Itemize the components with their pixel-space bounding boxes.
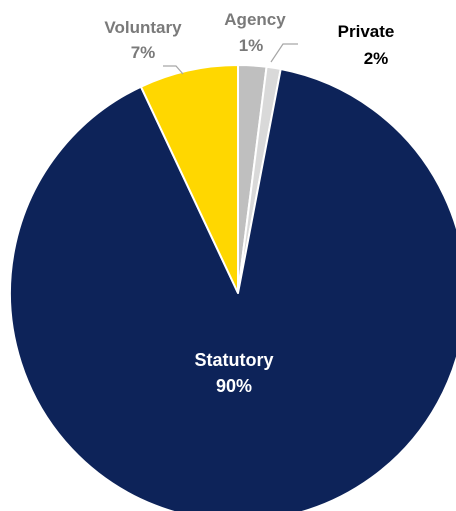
slice-label-statutory-name: Statutory [194, 350, 273, 370]
slice-label-private-name: Private [338, 22, 395, 41]
pie-slices [9, 64, 456, 511]
slice-label-voluntary-name: Voluntary [104, 18, 182, 37]
leader-line-agency [270, 43, 298, 63]
slice-label-voluntary-value: 7% [131, 43, 156, 62]
pie-slice-statutory [9, 68, 456, 511]
slice-label-agency-value: 1% [239, 36, 264, 55]
leader-lines [163, 43, 298, 75]
leader-line-voluntary [163, 65, 184, 75]
slice-label-agency-name: Agency [224, 10, 286, 29]
pie-slice-voluntary [139, 64, 239, 294]
slice-label-statutory-value: 90% [216, 376, 252, 396]
slice-label-private-value: 2% [364, 49, 389, 68]
